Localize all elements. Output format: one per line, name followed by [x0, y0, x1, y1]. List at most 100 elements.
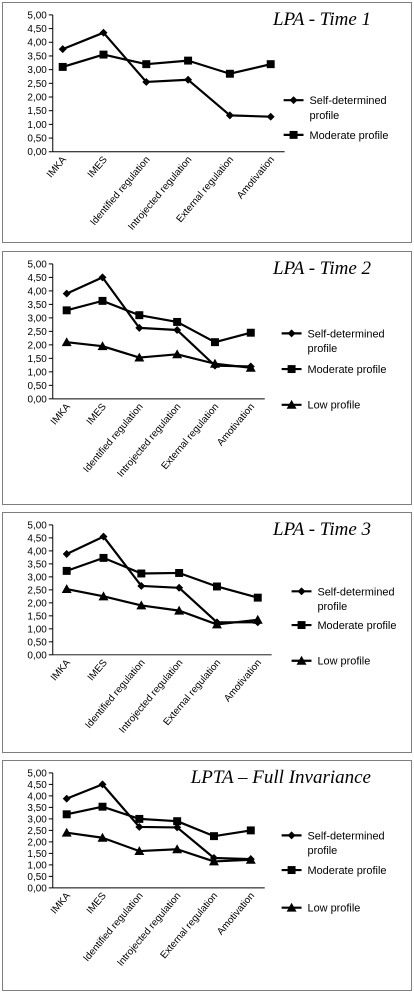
- x-tick-label: IMES: [86, 657, 110, 683]
- data-point: [99, 50, 108, 59]
- data-point: [253, 593, 262, 602]
- data-point: [135, 814, 144, 823]
- data-point: [184, 56, 193, 65]
- data-point: [97, 341, 108, 351]
- data-point: [62, 566, 71, 575]
- series-line: [66, 556, 259, 599]
- data-point: [246, 328, 255, 337]
- chart-panel-time-2: 0,00 0,50 1,00 1,50 2,00 2,50 3,00 3,50 4,00 4,50…: [2, 251, 412, 505]
- series-line: [66, 588, 258, 626]
- y-tick-label: 0,50: [27, 381, 47, 392]
- data-point: [99, 553, 108, 562]
- chart-panel-time-1: 0,00 0,50 1,00 1,50 2,00 2,50 3,00 3,50 4,00 4,50…: [2, 2, 412, 243]
- data-point: [142, 60, 151, 69]
- series-triangle: [61, 584, 263, 629]
- legend-label: Low profile: [308, 400, 361, 412]
- legend-marker: [297, 587, 306, 596]
- series-line: [66, 805, 251, 838]
- legend-label: Moderate profile: [308, 364, 387, 376]
- legend-marker: [287, 329, 296, 338]
- y-tick-label: 2,00: [27, 598, 47, 609]
- data-point: [211, 619, 222, 629]
- legend-label: Self-determined profile: [317, 586, 394, 613]
- chart-title: LPA - Time 3: [272, 519, 371, 540]
- chart-title: LPTA – Full Invariance: [190, 767, 371, 788]
- series-line: [66, 276, 251, 368]
- series-line: [66, 341, 251, 369]
- legend-marker: [287, 365, 296, 374]
- x-tick-label: Amotivation: [215, 402, 257, 449]
- legend-label: Self-determined profile: [308, 328, 385, 355]
- series-square: [62, 802, 255, 841]
- x-tick-label: Amotivation: [235, 155, 277, 202]
- y-tick-label: 2,50: [27, 327, 47, 338]
- series-line: [62, 31, 271, 118]
- series-square: [62, 296, 255, 347]
- y-tick-label: 5,00: [27, 768, 47, 779]
- series-line: [62, 53, 271, 75]
- x-tick-label: IMES: [85, 401, 109, 427]
- data-point: [136, 600, 147, 610]
- data-point: [62, 550, 71, 558]
- y-tick-label: 4,00: [27, 286, 47, 297]
- y-tick-label: 4,50: [27, 533, 47, 544]
- x-tick-label: IMKA: [49, 401, 73, 427]
- data-point: [98, 802, 107, 811]
- y-tick-label: 0,00: [27, 394, 47, 405]
- y-tick-label: 0,00: [27, 650, 47, 661]
- series-diamond: [58, 28, 275, 121]
- y-tick-label: 4,00: [27, 38, 47, 49]
- legend-label: Moderate profile: [308, 865, 387, 877]
- y-tick-label: 3,50: [27, 559, 47, 570]
- data-point: [184, 75, 193, 84]
- y-tick-label: 0,50: [27, 637, 47, 648]
- series-diamond: [62, 532, 262, 627]
- y-tick-label: 1,00: [27, 624, 47, 635]
- series-line: [66, 783, 251, 861]
- y-tick-label: 0,00: [27, 883, 47, 894]
- data-point: [266, 60, 275, 69]
- chart-title: LPA - Time 2: [272, 258, 371, 279]
- chart-title: LPA - Time 1: [272, 9, 371, 30]
- data-point: [58, 62, 67, 71]
- x-tick-label: Amotivation: [215, 891, 257, 938]
- data-point: [135, 311, 144, 320]
- y-tick-label: 5,00: [27, 259, 47, 270]
- data-point: [62, 810, 71, 819]
- y-tick-label: 4,00: [27, 546, 47, 557]
- data-point: [61, 827, 72, 837]
- y-tick-label: 2,50: [27, 585, 47, 596]
- legend-label: Moderate profile: [317, 620, 396, 632]
- legend-marker: [289, 130, 298, 139]
- data-point: [62, 289, 71, 298]
- y-tick-label: 3,50: [27, 300, 47, 311]
- y-tick-label: 1,00: [27, 367, 47, 378]
- data-point: [172, 844, 183, 854]
- legend-label: Moderate profile: [309, 130, 388, 142]
- legend-marker: [297, 621, 306, 630]
- y-tick-label: 3,00: [27, 313, 47, 324]
- x-tick-label: IMES: [86, 154, 110, 180]
- data-point: [212, 582, 221, 591]
- series-triangle: [61, 827, 256, 866]
- series-triangle: [61, 337, 256, 372]
- y-tick-label: 0,50: [27, 872, 47, 883]
- y-tick-label: 2,00: [27, 340, 47, 351]
- legend-marker: [286, 399, 297, 409]
- data-point: [210, 338, 219, 347]
- y-tick-label: 2,50: [27, 826, 47, 837]
- data-point: [209, 832, 218, 841]
- data-point: [58, 45, 67, 54]
- chart-svg-time-2: 0,00 0,50 1,00 1,50 2,00 2,50 3,00 3,50 4,00 4,50…: [27, 259, 387, 479]
- y-tick-label: 3,00: [27, 65, 47, 76]
- y-tick-label: 4,50: [27, 24, 47, 35]
- data-point: [97, 832, 108, 842]
- data-point: [172, 349, 183, 359]
- chart-svg-time-1: 0,00 0,50 1,00 1,50 2,00 2,50 3,00 3,50 4,00 4,50…: [27, 10, 388, 232]
- data-point: [137, 569, 146, 578]
- y-tick-label: 5,00: [27, 10, 47, 21]
- legend-marker: [287, 831, 296, 840]
- y-tick-label: 2,00: [27, 92, 47, 103]
- y-tick-label: 1,00: [27, 120, 47, 131]
- y-tick-label: 3,50: [27, 51, 47, 62]
